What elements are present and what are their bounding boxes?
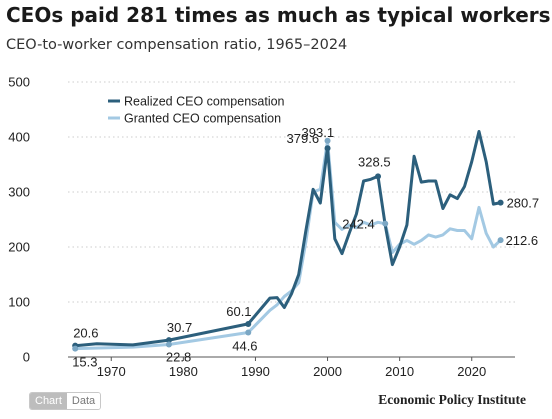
x-tick-label: 2020 xyxy=(457,364,486,379)
legend-label-realized: Realized CEO compensation xyxy=(124,95,285,109)
chart-subtitle: CEO-to-worker compensation ratio, 1965–2… xyxy=(6,37,348,53)
realized-data-label: 280.7 xyxy=(507,196,540,211)
realized-series-line xyxy=(73,130,503,348)
source-credit: Economic Policy Institute xyxy=(378,392,526,407)
tab-chart[interactable]: Chart xyxy=(30,393,67,409)
granted-series-line xyxy=(73,139,503,351)
realized-point xyxy=(375,173,382,180)
realized-point xyxy=(324,145,331,152)
realized-data-label: 30.7 xyxy=(167,320,192,335)
granted-point xyxy=(324,137,331,144)
x-tick-label: 1990 xyxy=(241,364,270,379)
y-tick-label: 400 xyxy=(8,130,30,145)
granted-point xyxy=(72,345,79,352)
granted-data-label: 212.6 xyxy=(506,233,539,248)
realized-data-label: 20.6 xyxy=(73,326,98,341)
granted-point xyxy=(382,220,389,227)
granted-point xyxy=(165,341,172,348)
realized-point xyxy=(165,337,172,344)
realized-data-label: 60.1 xyxy=(226,304,251,319)
x-tick-label: 1970 xyxy=(97,364,126,379)
y-tick-label: 0 xyxy=(23,350,30,365)
realized-point xyxy=(497,199,504,206)
realized-point xyxy=(245,320,252,327)
y-tick-label: 300 xyxy=(8,185,30,200)
granted-data-label: 242.4 xyxy=(342,217,375,232)
granted-data-label: 393.1 xyxy=(302,125,335,140)
x-tick-label: 2010 xyxy=(385,364,414,379)
y-tick-label: 200 xyxy=(8,240,30,255)
realized-data-label: 379.6 xyxy=(287,131,320,146)
granted-data-label: 15.3 xyxy=(72,355,97,370)
y-tick-label: 100 xyxy=(8,295,30,310)
granted-data-label: 44.6 xyxy=(232,338,257,353)
realized-data-label: 328.5 xyxy=(358,154,391,169)
x-tick-label: 2000 xyxy=(313,364,342,379)
legend-label-granted: Granted CEO compensation xyxy=(124,112,281,126)
granted-data-label: 22.8 xyxy=(166,349,191,364)
view-toggle: Chart Data xyxy=(29,392,102,410)
granted-point xyxy=(245,329,252,336)
y-tick-label: 500 xyxy=(8,75,30,90)
granted-point xyxy=(497,237,504,244)
tab-data[interactable]: Data xyxy=(66,393,101,409)
x-tick-label: 1980 xyxy=(169,364,198,379)
chart-title: CEOs paid 281 times as much as typical w… xyxy=(6,3,551,27)
